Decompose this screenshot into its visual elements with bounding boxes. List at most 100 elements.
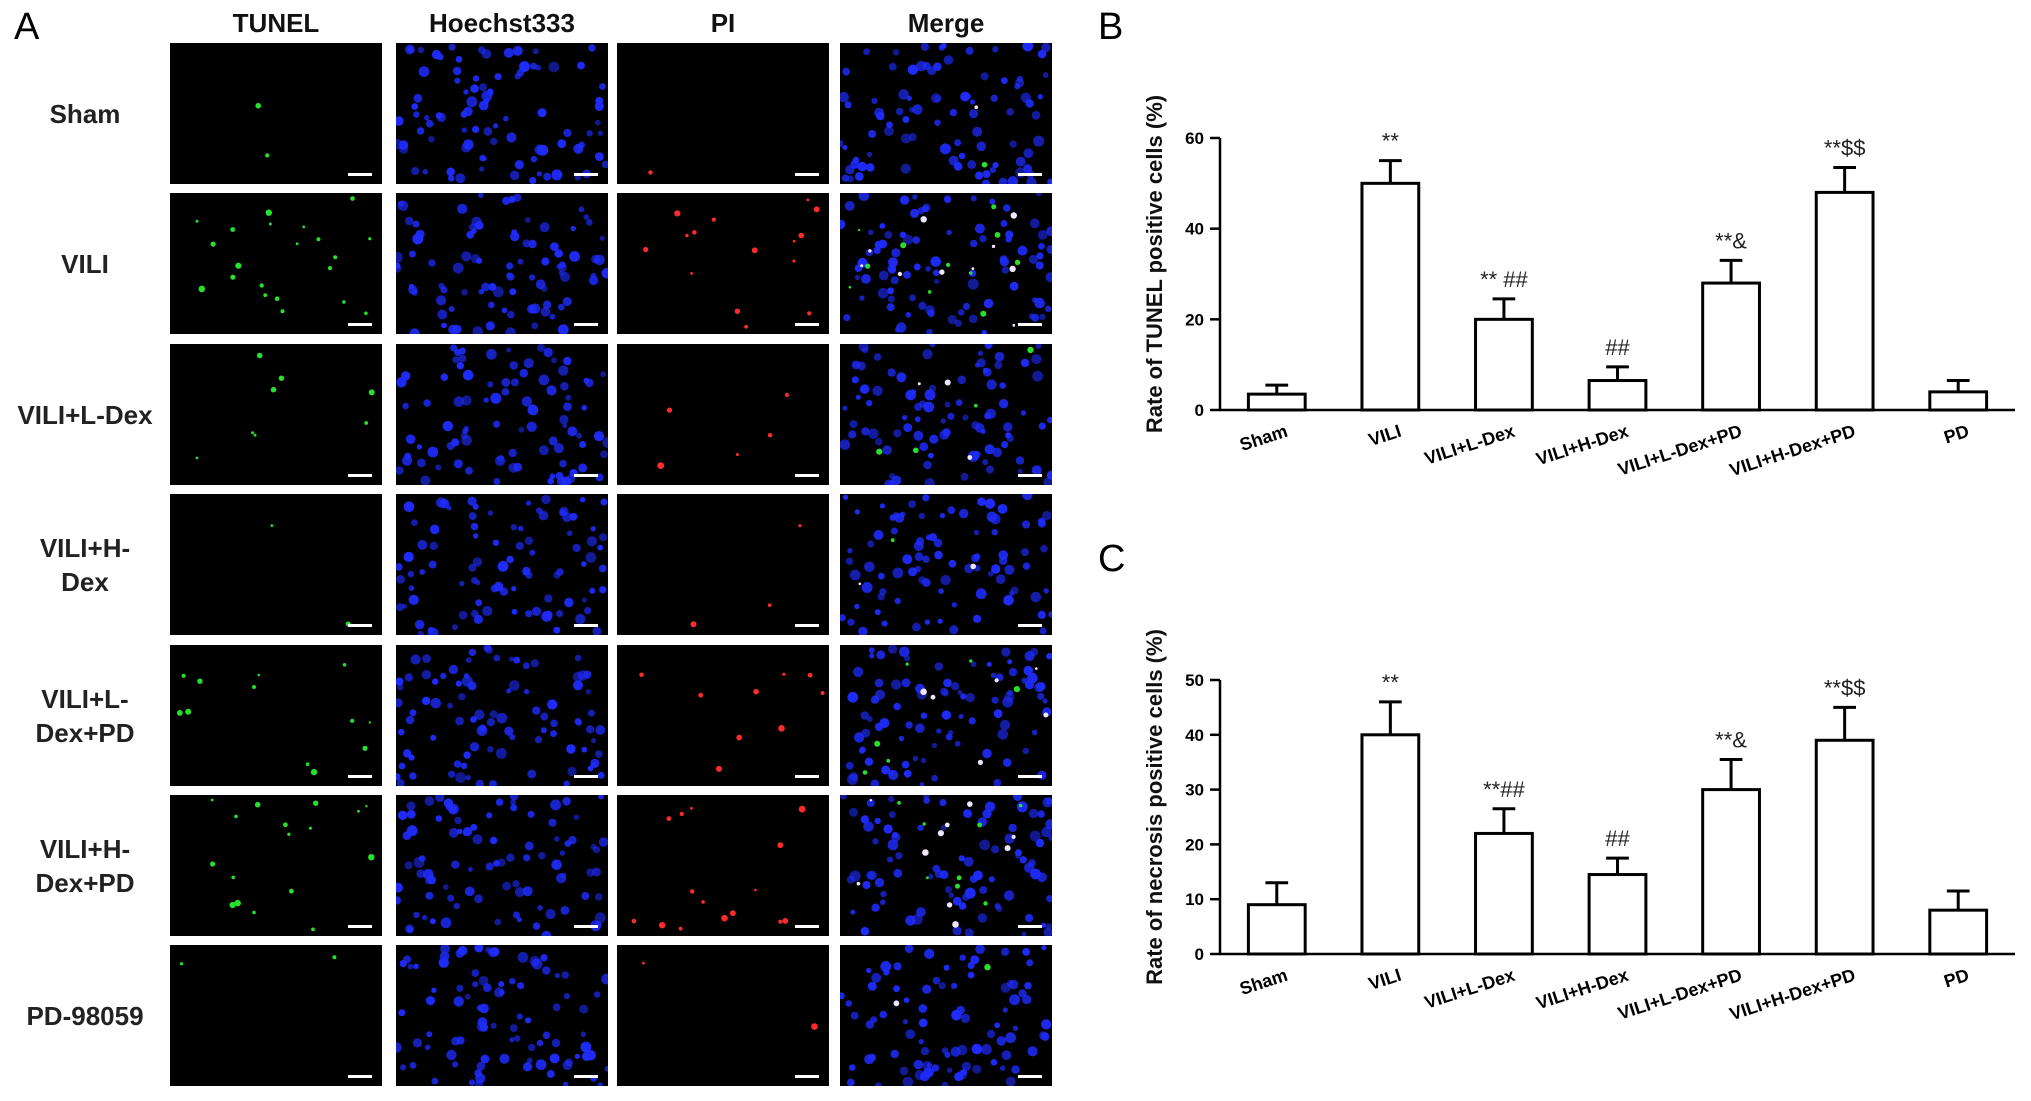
signal-spot	[365, 805, 368, 808]
nucleus-spot	[494, 73, 502, 81]
nucleus-spot	[545, 908, 556, 920]
nucleus-spot	[460, 762, 468, 770]
nucleus-spot	[522, 239, 531, 248]
nucleus-spot	[1009, 994, 1021, 1006]
nucleus-spot	[585, 1050, 596, 1061]
nucleus-spot	[887, 839, 899, 851]
nucleus-spot	[893, 702, 901, 711]
nucleus-spot	[601, 160, 608, 169]
category-label: VILI	[1366, 965, 1404, 994]
nucleus-spot	[896, 372, 907, 383]
signal-spot	[977, 759, 983, 765]
signal-spot	[235, 262, 242, 269]
signal-spot	[926, 876, 929, 880]
nucleus-spot	[525, 610, 533, 618]
micrograph-signal	[396, 193, 608, 334]
nucleus-spot	[946, 1067, 953, 1073]
nucleus-spot	[411, 103, 419, 110]
signal-spot	[666, 816, 672, 821]
nucleus-spot	[930, 93, 942, 104]
nucleus-spot	[949, 108, 958, 117]
nucleus-spot	[877, 572, 885, 580]
signal-spot	[862, 770, 868, 775]
micrograph-hoechst	[396, 193, 608, 334]
nucleus-spot	[1039, 313, 1046, 320]
nucleus-spot	[503, 115, 509, 122]
nucleus-spot	[924, 1067, 934, 1077]
signal-spot	[679, 811, 684, 817]
nucleus-spot	[918, 1018, 928, 1028]
nucleus-spot	[563, 780, 570, 786]
nucleus-spot	[1005, 1076, 1016, 1086]
signal-spot	[270, 386, 277, 393]
nucleus-spot	[601, 267, 608, 279]
bar	[1587, 873, 1648, 956]
nucleus-spot	[456, 984, 464, 992]
nucleus-spot	[462, 369, 474, 381]
nucleus-spot	[428, 136, 435, 143]
nucleus-spot	[448, 175, 455, 182]
nucleus-spot	[558, 270, 565, 276]
nucleus-spot	[890, 679, 902, 690]
nucleus-spot	[563, 993, 570, 1000]
nucleus-spot	[1035, 838, 1045, 848]
nucleus-spot	[845, 1000, 853, 1007]
nucleus-spot	[430, 697, 442, 709]
nucleus-spot	[472, 125, 480, 133]
nucleus-spot	[905, 721, 913, 729]
nucleus-spot	[967, 971, 975, 979]
nucleus-spot	[417, 630, 424, 635]
nucleus-spot	[472, 503, 479, 510]
bar	[1701, 788, 1761, 956]
nucleus-spot	[850, 1011, 859, 1020]
nucleus-spot	[446, 1049, 457, 1061]
nucleus-spot	[540, 954, 548, 962]
nucleus-spot	[990, 1059, 998, 1066]
nucleus-spot	[868, 428, 879, 439]
nucleus-spot	[988, 876, 995, 883]
bar	[1814, 738, 1875, 956]
signal-spot	[868, 249, 872, 253]
nucleus-spot	[508, 448, 517, 458]
nucleus-spot	[873, 353, 882, 361]
nucleus-spot	[539, 222, 550, 233]
micrograph-merge	[840, 43, 1052, 184]
nucleus-spot	[982, 748, 992, 759]
nucleus-spot	[594, 912, 606, 924]
signal-spot	[905, 662, 909, 666]
nucleus-spot	[507, 310, 515, 319]
nucleus-spot	[1003, 204, 1011, 212]
nucleus-spot	[1008, 823, 1017, 833]
nucleus-spot	[542, 966, 551, 975]
nucleus-spot	[1031, 110, 1041, 120]
micrograph-pi	[617, 43, 829, 184]
signal-spot	[994, 232, 1001, 238]
signal-spot	[195, 219, 199, 223]
nucleus-spot	[870, 1016, 878, 1024]
nucleus-spot	[929, 434, 939, 444]
nucleus-spot	[898, 89, 909, 100]
nucleus-spot	[995, 574, 1006, 584]
nucleus-spot	[851, 360, 861, 370]
nucleus-spot	[1045, 272, 1052, 283]
scale-bar	[795, 775, 819, 778]
nucleus-spot	[493, 654, 501, 662]
nucleus-spot	[591, 254, 600, 264]
nucleus-spot	[537, 108, 547, 118]
nucleus-spot	[403, 501, 415, 512]
nucleus-spot	[428, 560, 437, 569]
nucleus-spot	[892, 49, 900, 56]
nucleus-spot	[527, 404, 539, 416]
nucleus-spot	[544, 594, 553, 603]
nucleus-spot	[932, 269, 940, 277]
nucleus-spot	[915, 723, 925, 733]
nucleus-spot	[960, 472, 969, 481]
nucleus-spot	[510, 804, 518, 812]
scale-bar	[1018, 323, 1042, 326]
nucleus-spot	[934, 119, 941, 126]
scale-bar	[348, 173, 372, 176]
nucleus-spot	[840, 91, 849, 103]
nucleus-spot	[413, 856, 425, 868]
nucleus-spot	[874, 678, 884, 688]
nucleus-spot	[468, 223, 477, 232]
